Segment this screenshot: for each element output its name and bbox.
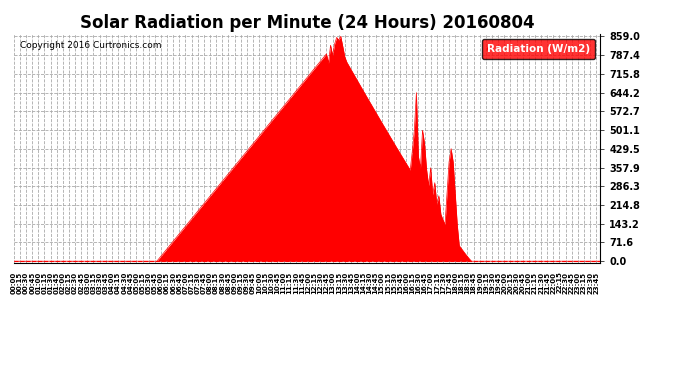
Legend: Radiation (W/m2): Radiation (W/m2) [482, 39, 595, 59]
Title: Solar Radiation per Minute (24 Hours) 20160804: Solar Radiation per Minute (24 Hours) 20… [80, 14, 534, 32]
Text: Copyright 2016 Curtronics.com: Copyright 2016 Curtronics.com [19, 40, 161, 50]
